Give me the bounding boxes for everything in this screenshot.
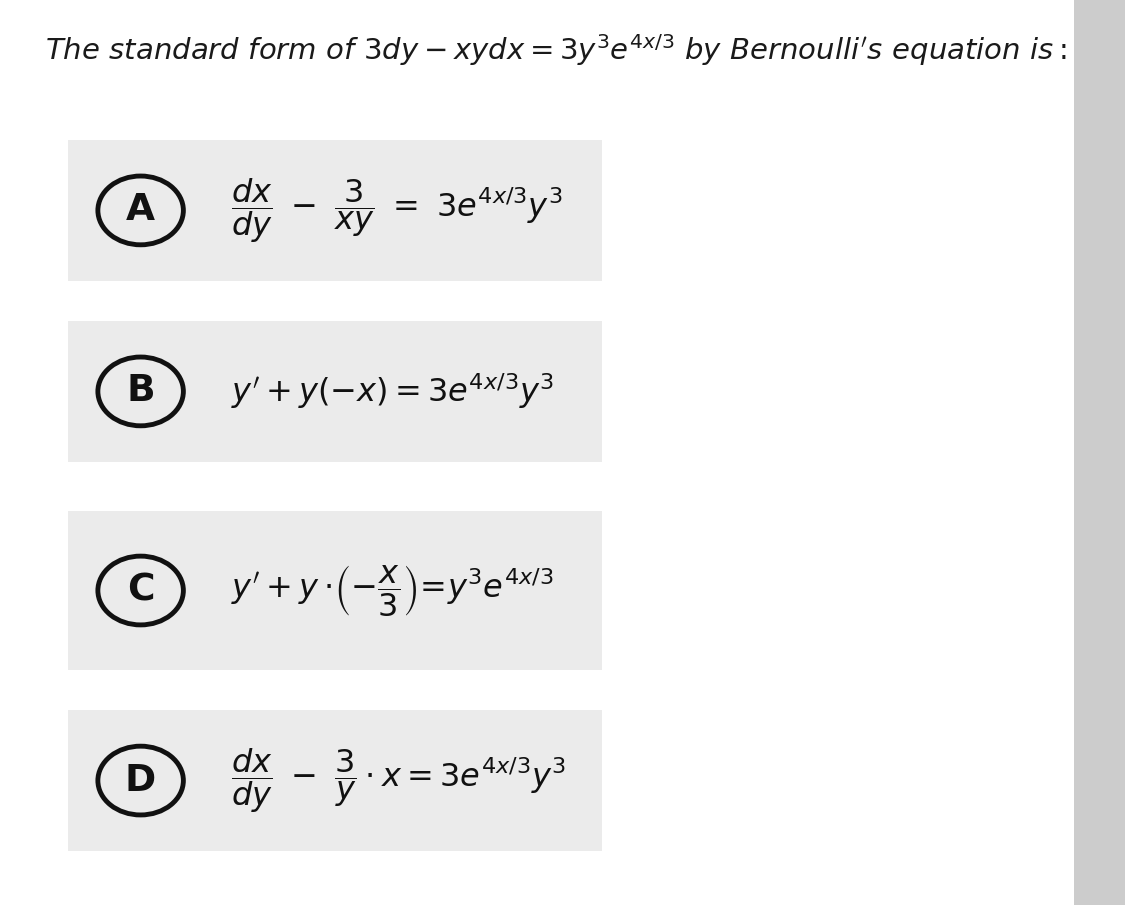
- Text: D: D: [125, 763, 156, 798]
- Text: C: C: [127, 573, 154, 608]
- Text: A: A: [126, 193, 155, 228]
- FancyBboxPatch shape: [68, 321, 602, 462]
- Text: $\dfrac{dx}{dy}\ -\ \dfrac{3}{y}\cdot x = 3e^{4x/3}y^3$: $\dfrac{dx}{dy}\ -\ \dfrac{3}{y}\cdot x …: [231, 746, 566, 815]
- FancyBboxPatch shape: [1074, 0, 1125, 905]
- Text: $y' + y(-x) = 3e^{4x/3}y^3$: $y' + y(-x) = 3e^{4x/3}y^3$: [231, 372, 554, 411]
- FancyBboxPatch shape: [68, 710, 602, 851]
- FancyBboxPatch shape: [68, 511, 602, 670]
- Text: $\dfrac{dx}{dy}\ -\ \dfrac{3}{xy}\ =\ 3e^{4x/3}y^3$: $\dfrac{dx}{dy}\ -\ \dfrac{3}{xy}\ =\ 3e…: [231, 176, 562, 245]
- Text: $y' + y\cdot\!\left(-\dfrac{x}{3}\right)\!=\!y^3e^{4x/3}$: $y' + y\cdot\!\left(-\dfrac{x}{3}\right)…: [231, 563, 554, 618]
- Text: $\it{The\ standard\ form\ of\ }$$3dy - xydx = 3y^3e^{4x/3}$$\it{\ by\ Bernoulli': $\it{The\ standard\ form\ of\ }$$3dy - x…: [45, 32, 1066, 68]
- Text: B: B: [126, 374, 155, 409]
- FancyBboxPatch shape: [68, 140, 602, 281]
